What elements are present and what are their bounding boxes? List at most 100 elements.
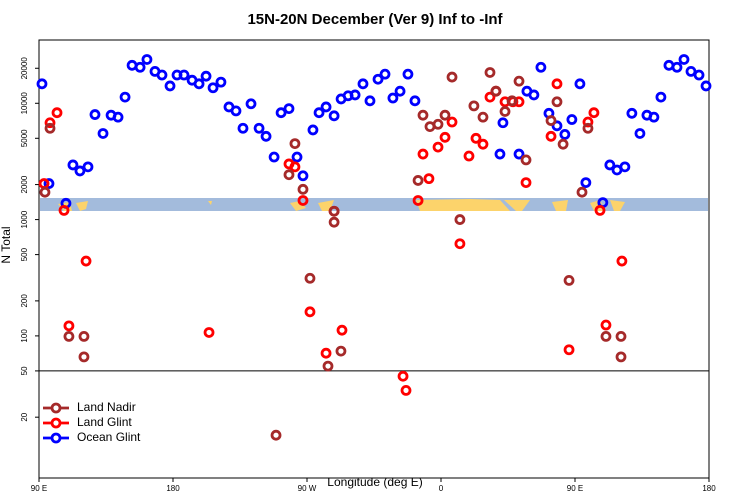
legend-marker [50,432,62,444]
data-point [335,345,347,357]
data-point [648,111,660,123]
data-point [454,214,466,225]
data-point [551,78,563,90]
map-strip [40,198,708,211]
data-point [446,71,458,83]
data-point [372,73,384,85]
y-tick-label: 50 [20,366,29,375]
data-point [320,347,332,359]
data-point [82,161,94,173]
data-point [80,255,92,267]
ocean-strip [40,198,708,211]
data-point [44,122,56,134]
data-point [119,91,131,103]
data-point [78,351,90,363]
legend-marker [50,402,62,414]
data-point [387,92,399,104]
data-point [693,69,705,81]
data-point [289,161,301,173]
data-point [141,54,153,65]
y-tick-label: 200 [20,294,29,308]
data-point [58,204,70,216]
data-point [700,80,712,92]
data-point [557,138,569,150]
data-point [655,91,667,103]
data-point [551,120,563,132]
data-point [67,159,79,171]
x-tick-label: 0 [439,484,444,493]
data-point [97,128,109,139]
data-point [417,109,429,121]
data-point [439,131,451,143]
data-point [432,141,444,153]
data-point [112,111,124,123]
data-point [439,109,451,121]
data-point [134,61,146,73]
data-point [626,107,638,119]
data-point [513,148,525,160]
data-point [412,175,424,186]
data-point [619,161,631,173]
data-point [349,89,361,101]
data-point [506,95,518,107]
data-point [615,351,627,363]
x-axis-label: Longitude (deg E) [327,475,422,489]
chart-title: 15N-20N December (Ver 9) Inf to -Inf [247,11,503,28]
y-axis-label: N Total [0,226,13,263]
data-point [545,130,557,142]
data-point [576,186,588,198]
data-point [468,100,480,112]
data-point [328,205,340,217]
data-point [412,195,424,206]
plot-frame [38,39,710,479]
y-tick-label: 10000 [20,92,29,115]
data-point [313,107,325,119]
data-point [566,114,578,125]
y-tick-label: 500 [20,247,29,261]
data-point [594,204,606,216]
data-point [275,107,287,119]
data-point [600,319,612,331]
data-point [283,169,295,181]
data-point [616,255,628,267]
data-point [63,320,75,332]
data-point [454,238,466,250]
data-point [193,78,205,90]
data-point [357,78,369,90]
data-point [215,76,227,88]
data-point [535,61,547,73]
data-point [563,344,575,356]
data-point [322,360,334,372]
data-point [402,68,414,80]
data-point [580,177,592,188]
data-point [499,106,511,117]
data-point [270,429,282,441]
land-strip [58,199,625,211]
data-point [328,110,340,122]
data-point [364,95,376,107]
data-point [484,67,496,78]
data-point [39,186,51,198]
legend-marker [50,417,62,429]
data-point [230,105,242,117]
data-point [559,129,571,140]
data-point [291,151,303,163]
x-tick-label: 90 W [298,484,317,493]
legend-label: Ocean Glint [77,430,141,444]
data-point [604,159,616,171]
data-point [289,138,301,150]
data-point [484,91,496,103]
data-point [446,116,458,128]
data-point [297,170,309,182]
y-tick-label: 100 [20,329,29,343]
data-point [574,78,586,90]
data-point [297,183,309,195]
data-point [200,70,212,82]
data-point [545,115,557,126]
data-point [36,78,48,90]
x-tick-label: 90 E [31,484,47,493]
y-tick-label: 20000 [20,57,29,80]
y-tick-label: 5000 [20,129,29,147]
data-point [417,148,429,160]
